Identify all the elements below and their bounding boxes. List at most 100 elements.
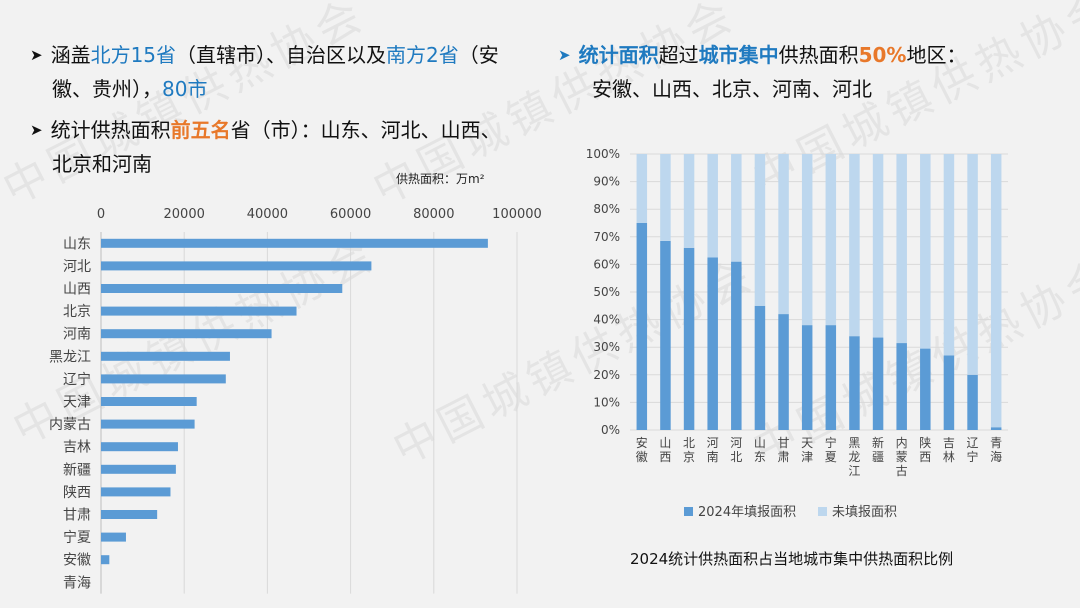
bar-内蒙古 bbox=[101, 419, 195, 429]
bar-filled-宁夏 bbox=[825, 325, 837, 430]
category-label: 江 bbox=[848, 464, 860, 478]
bar-unfilled-陕西 bbox=[920, 154, 931, 349]
category-label: 山 bbox=[659, 436, 671, 450]
bar-河北 bbox=[101, 261, 372, 271]
category-label: 古 bbox=[896, 463, 908, 478]
bar-filled-山西 bbox=[660, 240, 671, 430]
text: （安 bbox=[458, 43, 499, 67]
category-label: 宁 bbox=[967, 449, 979, 464]
category-label: 天 bbox=[801, 436, 813, 450]
bar-unfilled-安徽 bbox=[636, 154, 648, 223]
legend-swatch-unfilled bbox=[818, 507, 827, 516]
x-tick-label: 100000 bbox=[492, 207, 542, 222]
category-label: 西 bbox=[919, 450, 931, 464]
bar-甘肃 bbox=[101, 510, 158, 519]
category-label: 东 bbox=[754, 450, 766, 464]
x-tick-label: 40000 bbox=[247, 207, 288, 222]
highlight-south: 南方2省 bbox=[386, 43, 459, 67]
arrow-bullet-icon: ➤ bbox=[558, 46, 571, 64]
bar-辽宁 bbox=[101, 374, 226, 384]
y-tick-label: 90% bbox=[593, 175, 620, 189]
category-label: 京 bbox=[683, 450, 695, 464]
category-label: 天津 bbox=[63, 395, 91, 411]
legend-swatch-filled bbox=[684, 507, 693, 516]
category-label: 内蒙古 bbox=[49, 417, 91, 433]
category-label: 龙 bbox=[848, 450, 860, 464]
category-label: 宁 bbox=[825, 435, 837, 450]
category-label: 夏 bbox=[825, 450, 837, 464]
category-label: 黑龙江 bbox=[49, 349, 91, 365]
category-label: 内 bbox=[896, 436, 908, 450]
category-label: 海 bbox=[990, 449, 1002, 464]
bar-filled-甘肃 bbox=[778, 314, 789, 430]
bar-filled-黑龙江 bbox=[849, 336, 860, 430]
highlight-north: 北方15省 bbox=[90, 43, 177, 67]
category-label: 河南 bbox=[63, 327, 91, 343]
x-tick-label: 0 bbox=[97, 207, 105, 222]
category-label: 新疆 bbox=[63, 462, 91, 478]
y-tick-label: 50% bbox=[593, 285, 620, 299]
bar-filled-河南 bbox=[707, 257, 718, 430]
bar-filled-陕西 bbox=[920, 348, 931, 430]
bar-unfilled-辽宁 bbox=[967, 154, 978, 375]
category-label: 宁夏 bbox=[63, 529, 91, 546]
highlight-stat-area: 统计面积 bbox=[578, 43, 659, 67]
category-label: 蒙 bbox=[896, 450, 908, 464]
text: （直辖市）、自治区以及 bbox=[176, 43, 387, 67]
chart-caption: 2024统计供热面积占当地城市集中供热面积比例 bbox=[630, 550, 954, 568]
category-label: 山西 bbox=[63, 282, 91, 298]
category-label: 黑 bbox=[848, 436, 860, 450]
y-tick-label: 10% bbox=[593, 395, 620, 409]
bar-北京 bbox=[101, 306, 297, 316]
category-label: 吉 bbox=[943, 436, 955, 450]
bar-新疆 bbox=[101, 464, 176, 474]
category-label: 河 bbox=[730, 436, 742, 450]
y-tick-label: 80% bbox=[593, 202, 620, 216]
legend-label: 2024年填报面积 bbox=[698, 505, 796, 520]
bar-filled-新疆 bbox=[872, 337, 884, 430]
category-label: 陕西 bbox=[63, 485, 91, 501]
bar-unfilled-内蒙古 bbox=[896, 154, 907, 344]
bar-unfilled-吉林 bbox=[943, 154, 955, 356]
bar-山东 bbox=[101, 238, 488, 248]
highlight-central: 城市集中 bbox=[698, 43, 779, 67]
bar-filled-辽宁 bbox=[967, 374, 978, 430]
y-tick-label: 30% bbox=[593, 340, 620, 354]
text: 徽、贵州）， bbox=[52, 77, 162, 101]
bar-unfilled-青海 bbox=[990, 154, 1002, 428]
bar-filled-内蒙古 bbox=[896, 343, 907, 430]
bullet-coverage: ➤ 涵盖北方15省（直辖市）、自治区以及南方2省（安 徽、贵州），80市 bbox=[30, 38, 499, 106]
bar-unfilled-甘肃 bbox=[778, 154, 789, 315]
text: 北京和河南 bbox=[52, 152, 152, 176]
text: 地区： bbox=[906, 43, 967, 67]
arrow-bullet-icon: ➤ bbox=[30, 121, 43, 139]
bar-unfilled-河北 bbox=[731, 154, 742, 262]
highlight-50pct: 50% bbox=[858, 43, 907, 67]
bullet-top5: ➤ 统计供热面积前五名省（市）：山东、河北、山西、 北京和河南 bbox=[30, 113, 501, 181]
bar-黑龙江 bbox=[101, 351, 230, 361]
bar-宁夏 bbox=[101, 532, 126, 542]
bar-unfilled-天津 bbox=[801, 154, 813, 326]
bar-unfilled-北京 bbox=[683, 154, 695, 248]
bar-unfilled-河南 bbox=[707, 154, 718, 258]
bar-unfilled-黑龙江 bbox=[849, 154, 860, 337]
highlight-top5: 前五名 bbox=[170, 118, 231, 142]
bullet-over50: ➤ 统计面积超过城市集中供热面积50%地区： 安徽、山西、北京、河南、河北 bbox=[558, 38, 966, 106]
category-label: 肃 bbox=[778, 450, 790, 464]
category-label: 甘肃 bbox=[63, 508, 91, 524]
y-tick-label: 100% bbox=[586, 147, 620, 161]
category-label: 安 bbox=[636, 435, 648, 450]
x-tick-label: 60000 bbox=[330, 207, 371, 222]
category-label: 西 bbox=[659, 450, 671, 464]
bar-河南 bbox=[101, 329, 272, 339]
y-tick-label: 70% bbox=[593, 230, 620, 244]
category-label: 山 bbox=[754, 436, 766, 450]
category-label: 新 bbox=[872, 435, 884, 450]
x-tick-label: 80000 bbox=[413, 207, 454, 222]
category-label: 北京 bbox=[63, 304, 91, 320]
category-label: 南 bbox=[707, 449, 719, 464]
bar-unfilled-宁夏 bbox=[825, 154, 837, 326]
text: 供热面积 bbox=[778, 43, 859, 67]
